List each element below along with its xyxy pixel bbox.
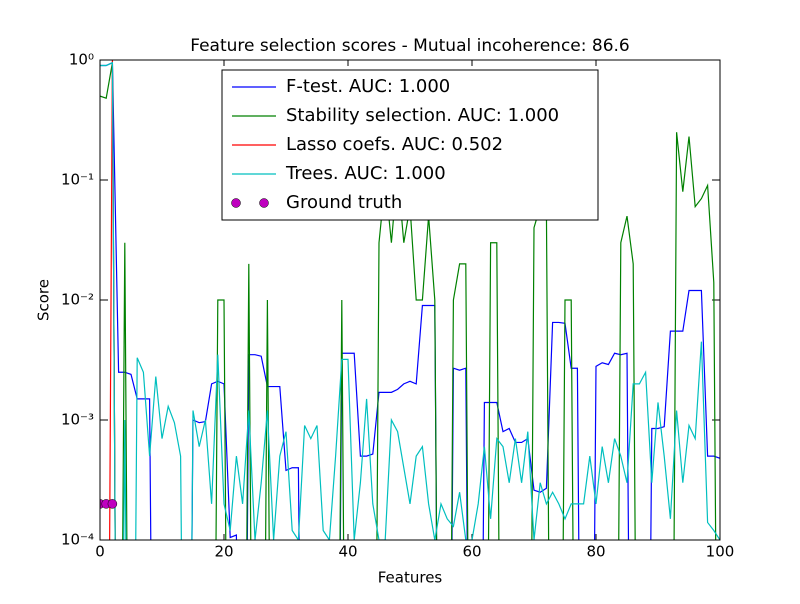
legend-label: Stability selection. AUC: 1.000 [286, 105, 559, 126]
y-tick-label: 10⁻³ [61, 411, 94, 429]
legend-label: Trees. AUC: 1.000 [285, 163, 446, 184]
y-tick-label: 10⁻² [61, 291, 94, 309]
y-tick-label: 10⁻¹ [61, 171, 94, 189]
x-tick-label: 80 [586, 543, 605, 561]
legend-label: F-test. AUC: 1.000 [286, 76, 450, 97]
data-point [107, 499, 118, 509]
plot-frame [99, 59, 721, 541]
legend-marker [231, 198, 241, 208]
x-tick-label: 20 [214, 543, 233, 561]
chart-title: Feature selection scores - Mutual incohe… [190, 36, 629, 56]
series-line [100, 61, 720, 540]
legend-label: Ground truth [286, 192, 402, 213]
x-tick-label: 100 [706, 543, 735, 561]
y-tick-label: 10⁻⁴ [61, 531, 94, 549]
legend-box [221, 69, 599, 221]
x-tick-label: 60 [462, 543, 481, 561]
x-tick-label: 40 [338, 543, 357, 561]
y-tick-label: 10⁰ [69, 51, 94, 69]
legend-marker [259, 198, 269, 208]
series-line [100, 61, 720, 540]
x-tick-label: 0 [95, 543, 105, 561]
x-axis-label: Features [378, 569, 443, 587]
legend-label: Lasso coefs. AUC: 0.502 [286, 134, 503, 155]
y-axis-label: Score [35, 279, 53, 321]
